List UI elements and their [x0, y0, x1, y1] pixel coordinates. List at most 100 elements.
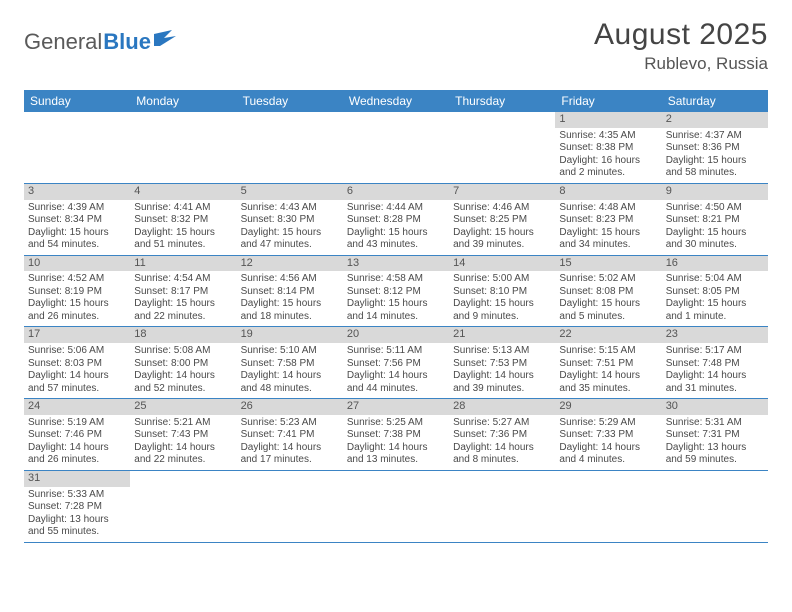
- sunrise-text: Sunrise: 5:13 AM: [453, 345, 551, 358]
- sunrise-text: Sunrise: 5:29 AM: [559, 417, 657, 430]
- sunset-text: Sunset: 7:43 PM: [134, 429, 232, 442]
- day-number: 19: [237, 327, 343, 343]
- sunset-text: Sunset: 7:58 PM: [241, 358, 339, 371]
- day-number: 29: [555, 399, 661, 415]
- sunset-text: Sunset: 8:21 PM: [666, 214, 764, 227]
- day-number: 18: [130, 327, 236, 343]
- sunrise-text: Sunrise: 4:56 AM: [241, 273, 339, 286]
- location: Rublevo, Russia: [594, 54, 768, 74]
- sunrise-text: Sunrise: 4:43 AM: [241, 202, 339, 215]
- sunrise-text: Sunrise: 5:27 AM: [453, 417, 551, 430]
- day-number: 24: [24, 399, 130, 415]
- sunrise-text: Sunrise: 5:00 AM: [453, 273, 551, 286]
- sunset-text: Sunset: 8:23 PM: [559, 214, 657, 227]
- day-cell: 20Sunrise: 5:11 AMSunset: 7:56 PMDayligh…: [343, 327, 449, 398]
- day-cell: 6Sunrise: 4:44 AMSunset: 8:28 PMDaylight…: [343, 184, 449, 255]
- sunrise-text: Sunrise: 5:17 AM: [666, 345, 764, 358]
- day-number: 3: [24, 184, 130, 200]
- dayhead-fri: Friday: [555, 90, 661, 112]
- daylight-text: Daylight: 15 hours and 58 minutes.: [666, 155, 764, 180]
- day-cell: [130, 471, 236, 542]
- sunrise-text: Sunrise: 4:50 AM: [666, 202, 764, 215]
- day-number: 7: [449, 184, 555, 200]
- sunrise-text: Sunrise: 5:21 AM: [134, 417, 232, 430]
- week-row: 1 Sunrise: 4:35 AMSunset: 8:38 PM Daylight…: [24, 112, 768, 184]
- sunrise-text: Sunrise: 5:23 AM: [241, 417, 339, 430]
- calendar: Sunday Monday Tuesday Wednesday Thursday…: [24, 90, 768, 543]
- day-number: 2: [662, 112, 768, 128]
- daylight-text: Daylight: 15 hours and 14 minutes.: [347, 298, 445, 323]
- sunrise-text: Sunrise: 5:25 AM: [347, 417, 445, 430]
- day-number: 13: [343, 256, 449, 272]
- sunset-text: Sunset: 7:56 PM: [347, 358, 445, 371]
- daylight-text: Daylight: 15 hours and 22 minutes.: [134, 298, 232, 323]
- day-cell: 3Sunrise: 4:39 AMSunset: 8:34 PMDaylight…: [24, 184, 130, 255]
- dayhead-sun: Sunday: [24, 90, 130, 112]
- sunset-text: Sunset: 7:38 PM: [347, 429, 445, 442]
- logo-text-general: General: [24, 29, 102, 55]
- sunrise-text: Sunrise: 5:08 AM: [134, 345, 232, 358]
- sunset-text: Sunset: 7:46 PM: [28, 429, 126, 442]
- day-number: 11: [130, 256, 236, 272]
- sunset-text: Sunset: 8:03 PM: [28, 358, 126, 371]
- week-row: 10Sunrise: 4:52 AMSunset: 8:19 PMDayligh…: [24, 256, 768, 328]
- day-cell: 31Sunrise: 5:33 AMSunset: 7:28 PMDayligh…: [24, 471, 130, 542]
- sunset-text: Sunset: 8:30 PM: [241, 214, 339, 227]
- weeks-container: 1 Sunrise: 4:35 AMSunset: 8:38 PM Daylight…: [24, 112, 768, 543]
- daylight-text: Daylight: 14 hours and 48 minutes.: [241, 370, 339, 395]
- sunrise-text: Sunrise: 4:54 AM: [134, 273, 232, 286]
- day-cell: 2Sunrise: 4:37 AMSunset: 8:36 PMDaylight…: [662, 112, 768, 183]
- day-number: 30: [662, 399, 768, 415]
- day-cell: [343, 112, 449, 183]
- sunrise-text: Sunrise: 4:46 AM: [453, 202, 551, 215]
- sunset-text: Sunset: 8:05 PM: [666, 286, 764, 299]
- day-number: 6: [343, 184, 449, 200]
- sunrise-text: Sunrise: 4:48 AM: [559, 202, 657, 215]
- sunset-text: Sunset: 7:36 PM: [453, 429, 551, 442]
- day-cell: 28Sunrise: 5:27 AMSunset: 7:36 PMDayligh…: [449, 399, 555, 470]
- sunset-text: Sunset: 8:38 PM: [559, 142, 657, 155]
- sunset-text: Sunset: 8:25 PM: [453, 214, 551, 227]
- day-cell: 5Sunrise: 4:43 AMSunset: 8:30 PMDaylight…: [237, 184, 343, 255]
- day-number: 4: [130, 184, 236, 200]
- day-cell: [24, 112, 130, 183]
- day-number: 1: [555, 112, 661, 128]
- day-cell: [449, 112, 555, 183]
- sunset-text: Sunset: 8:14 PM: [241, 286, 339, 299]
- daylight-text: Daylight: 15 hours and 51 minutes.: [134, 227, 232, 252]
- day-number: 5: [237, 184, 343, 200]
- daylight-text: Daylight: 15 hours and 5 minutes.: [559, 298, 657, 323]
- dayhead-thu: Thursday: [449, 90, 555, 112]
- sunset-text: Sunset: 7:33 PM: [559, 429, 657, 442]
- day-number: 23: [662, 327, 768, 343]
- sunset-text: Sunset: 7:31 PM: [666, 429, 764, 442]
- dayhead-sat: Saturday: [662, 90, 768, 112]
- sunset-text: Sunset: 7:41 PM: [241, 429, 339, 442]
- day-number: 14: [449, 256, 555, 272]
- week-row: 3Sunrise: 4:39 AMSunset: 8:34 PMDaylight…: [24, 184, 768, 256]
- dayhead-tue: Tuesday: [237, 90, 343, 112]
- day-number: 26: [237, 399, 343, 415]
- daylight-text: Daylight: 14 hours and 13 minutes.: [347, 442, 445, 467]
- day-cell: 13Sunrise: 4:58 AMSunset: 8:12 PMDayligh…: [343, 256, 449, 327]
- daylight-text: Daylight: 15 hours and 18 minutes.: [241, 298, 339, 323]
- sunrise-text: Sunrise: 5:33 AM: [28, 489, 126, 502]
- sunrise-text: Sunrise: 5:02 AM: [559, 273, 657, 286]
- day-cell: [237, 112, 343, 183]
- sunrise-text: Sunrise: 4:35 AM: [559, 130, 657, 143]
- daylight-text: Daylight: 14 hours and 39 minutes.: [453, 370, 551, 395]
- day-number: 20: [343, 327, 449, 343]
- week-row: 17Sunrise: 5:06 AMSunset: 8:03 PMDayligh…: [24, 327, 768, 399]
- day-cell: 21Sunrise: 5:13 AMSunset: 7:53 PMDayligh…: [449, 327, 555, 398]
- day-cell: 26Sunrise: 5:23 AMSunset: 7:41 PMDayligh…: [237, 399, 343, 470]
- sunrise-text: Sunrise: 5:04 AM: [666, 273, 764, 286]
- sunset-text: Sunset: 8:10 PM: [453, 286, 551, 299]
- day-cell: 8Sunrise: 4:48 AMSunset: 8:23 PMDaylight…: [555, 184, 661, 255]
- sunset-text: Sunset: 8:00 PM: [134, 358, 232, 371]
- logo: General Blue: [24, 18, 176, 58]
- day-cell: [343, 471, 449, 542]
- sunset-text: Sunset: 7:51 PM: [559, 358, 657, 371]
- day-number: 8: [555, 184, 661, 200]
- daylight-text: Daylight: 14 hours and 44 minutes.: [347, 370, 445, 395]
- daylight-text: Daylight: 14 hours and 22 minutes.: [134, 442, 232, 467]
